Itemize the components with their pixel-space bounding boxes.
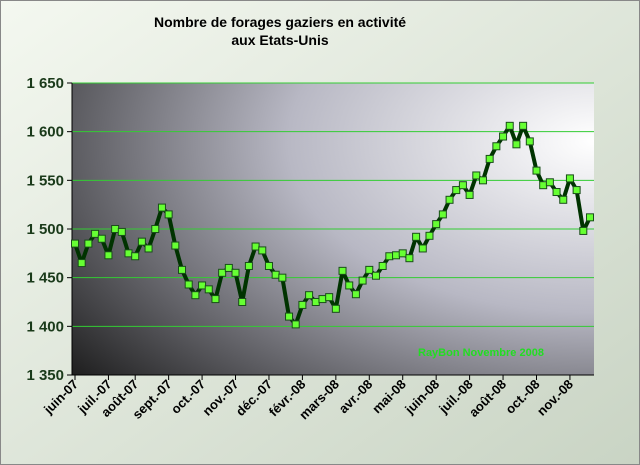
marker: [298, 300, 307, 309]
marker: [178, 265, 187, 274]
marker: [77, 259, 86, 268]
marker: [425, 231, 434, 240]
marker: [572, 186, 581, 195]
marker: [485, 154, 494, 163]
marker: [111, 225, 120, 233]
marker: [465, 190, 474, 199]
marker: [478, 176, 487, 185]
marker: [539, 181, 548, 190]
annotation: RayBon Novembre 2008: [418, 347, 544, 359]
marker: [499, 132, 508, 141]
marker: [311, 298, 320, 306]
chart-title: Nombre de forages gaziers en activité: [154, 14, 406, 30]
marker: [238, 298, 247, 306]
y-tick-label: 1 400: [26, 318, 64, 335]
y-tick-label: 1 550: [26, 172, 64, 189]
marker: [97, 234, 106, 243]
y-tick-label: 1 650: [26, 75, 64, 92]
marker: [191, 291, 200, 300]
marker: [157, 203, 166, 212]
marker: [231, 268, 240, 277]
marker: [492, 142, 501, 151]
marker: [452, 186, 461, 195]
marker: [331, 304, 340, 313]
marker: [271, 270, 280, 279]
marker: [117, 227, 126, 236]
marker: [458, 181, 467, 190]
marker: [505, 121, 514, 130]
marker: [378, 261, 387, 270]
marker: [432, 220, 441, 229]
marker: [445, 195, 454, 204]
marker: [184, 280, 193, 289]
marker: [532, 166, 541, 175]
marker: [171, 241, 180, 250]
marker: [305, 291, 314, 300]
marker: [512, 140, 521, 149]
marker: [285, 312, 294, 321]
marker: [398, 249, 407, 258]
marker: [405, 254, 414, 263]
marker: [559, 195, 568, 204]
marker: [264, 261, 273, 270]
y-tick-label: 1 500: [26, 221, 64, 238]
marker: [251, 242, 260, 251]
marker: [211, 295, 220, 304]
marker: [291, 320, 300, 329]
marker: [224, 263, 233, 272]
marker: [124, 249, 133, 258]
marker: [131, 252, 140, 261]
marker: [472, 171, 481, 180]
marker: [586, 213, 594, 222]
marker: [204, 285, 213, 294]
marker: [545, 178, 554, 187]
marker: [418, 244, 427, 253]
marker: [144, 244, 153, 253]
marker: [325, 293, 334, 302]
marker: [91, 229, 100, 238]
marker: [84, 239, 93, 248]
marker: [412, 232, 421, 241]
marker: [392, 251, 401, 260]
marker: [318, 295, 327, 304]
marker: [552, 188, 561, 197]
marker: [198, 281, 207, 290]
marker: [338, 266, 347, 275]
marker: [438, 210, 447, 219]
marker: [151, 225, 160, 233]
marker: [371, 271, 380, 280]
marker: [365, 265, 374, 274]
marker: [565, 174, 574, 183]
marker: [519, 121, 528, 130]
marker: [104, 251, 113, 260]
marker: [164, 210, 173, 219]
marker: [351, 290, 360, 299]
chart-title: aux Etats-Unis: [231, 32, 328, 48]
marker: [525, 137, 534, 146]
y-tick-label: 1 600: [26, 124, 64, 141]
marker: [579, 226, 588, 235]
marker: [358, 276, 367, 285]
marker: [258, 246, 267, 255]
y-tick-label: 1 350: [26, 367, 64, 384]
marker: [278, 273, 287, 282]
marker: [385, 252, 394, 261]
marker: [71, 239, 79, 248]
marker: [137, 237, 146, 246]
marker: [345, 281, 354, 290]
marker: [218, 268, 227, 277]
marker: [244, 261, 253, 270]
y-tick-label: 1 450: [26, 270, 64, 287]
